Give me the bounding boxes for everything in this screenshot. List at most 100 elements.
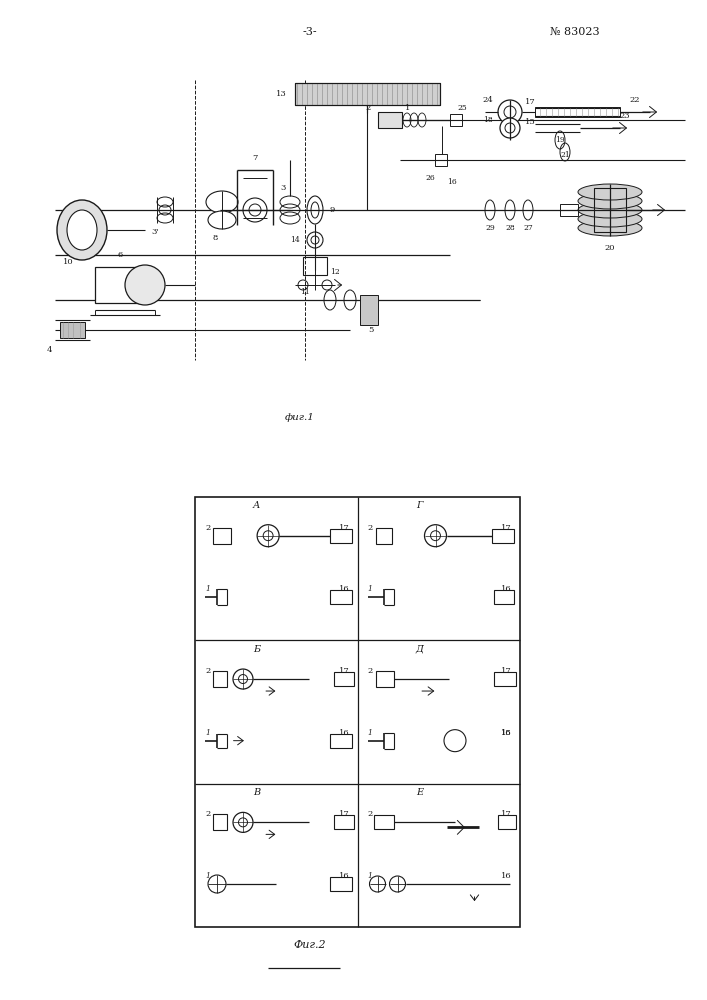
Text: 1: 1 [368,585,373,593]
Bar [303,257,327,275]
Bar [329,877,351,891]
Text: 28: 28 [505,224,515,232]
Text: 5: 5 [368,326,373,334]
Ellipse shape [578,202,642,218]
Text: 14: 14 [291,236,300,244]
Text: 1: 1 [205,872,210,880]
Text: 1: 1 [405,104,411,112]
Text: 20: 20 [604,244,615,252]
Text: 21: 21 [560,151,570,159]
Bar [334,672,354,686]
Ellipse shape [67,210,97,250]
Text: 16: 16 [339,585,349,593]
Text: 15: 15 [501,729,512,737]
Bar [360,295,378,325]
Bar [435,154,447,166]
Text: фиг.1: фиг.1 [285,412,315,422]
Text: Б: Б [253,645,260,654]
Text: № 83023: № 83023 [550,27,600,37]
Text: 16: 16 [501,729,512,737]
Text: 17: 17 [339,810,349,818]
Text: Е: Е [416,788,423,797]
Bar [375,528,392,544]
Text: 19: 19 [555,136,565,144]
Bar [334,815,354,829]
Text: 9: 9 [330,206,335,214]
Text: 1: 1 [368,729,373,737]
Bar [373,815,394,829]
Ellipse shape [208,211,236,229]
Text: 2: 2 [368,667,373,675]
Text: 2: 2 [205,667,210,675]
Text: 24: 24 [483,96,493,104]
Text: 17: 17 [525,98,535,106]
Bar [213,814,227,830]
Text: 4: 4 [47,346,52,354]
Text: 17: 17 [339,524,349,532]
Bar [213,528,231,544]
Text: 6: 6 [117,251,122,259]
Text: 16: 16 [339,729,349,737]
Text: 22: 22 [630,96,641,104]
Text: 17: 17 [339,667,349,675]
Bar [498,815,516,829]
Text: 16: 16 [447,178,457,186]
Text: 13: 13 [276,90,287,98]
Circle shape [500,118,520,138]
Text: 2: 2 [205,524,210,532]
Text: 16: 16 [501,585,512,593]
Text: -3-: -3- [303,27,317,37]
Text: 25: 25 [457,104,467,112]
Bar [329,734,351,748]
Bar [560,204,578,216]
Text: 1: 1 [205,585,210,593]
Bar [195,497,520,927]
Text: 2: 2 [368,524,373,532]
Bar [494,672,516,686]
Text: 1: 1 [368,872,373,880]
Bar [450,114,462,126]
Ellipse shape [578,184,642,200]
Text: Г: Г [416,502,423,510]
Text: А: А [253,502,260,510]
Text: 15: 15 [525,118,535,126]
Text: 18: 18 [483,116,493,124]
Ellipse shape [57,200,107,260]
Ellipse shape [578,211,642,227]
Text: 29: 29 [485,224,495,232]
Bar [378,112,402,128]
Circle shape [125,265,165,305]
Text: 2: 2 [368,810,373,818]
Bar [295,83,440,105]
Bar [95,267,145,303]
Bar [375,671,394,687]
Bar [329,590,351,604]
Text: 26: 26 [425,174,435,182]
Circle shape [498,100,522,124]
Text: 1: 1 [205,729,210,737]
Text: 10: 10 [63,258,74,266]
Text: 2: 2 [366,104,370,112]
Text: 23: 23 [620,112,631,120]
Text: 8: 8 [212,234,218,242]
Ellipse shape [206,191,238,213]
Text: 11: 11 [300,288,310,296]
Text: 16: 16 [339,872,349,880]
Bar [213,671,227,687]
Bar [329,529,351,543]
Ellipse shape [578,220,642,236]
Text: 3: 3 [280,184,286,192]
Bar [594,188,626,232]
Text: 7: 7 [252,154,257,162]
Text: 3': 3' [151,228,159,236]
Text: 12: 12 [330,268,340,276]
Text: 16: 16 [501,872,512,880]
Bar [494,590,514,604]
Bar [535,107,620,117]
Text: 2: 2 [205,810,210,818]
Ellipse shape [578,193,642,209]
Bar [492,529,514,543]
Text: 17: 17 [501,667,512,675]
Text: Д: Д [415,645,423,654]
Bar [295,83,440,105]
